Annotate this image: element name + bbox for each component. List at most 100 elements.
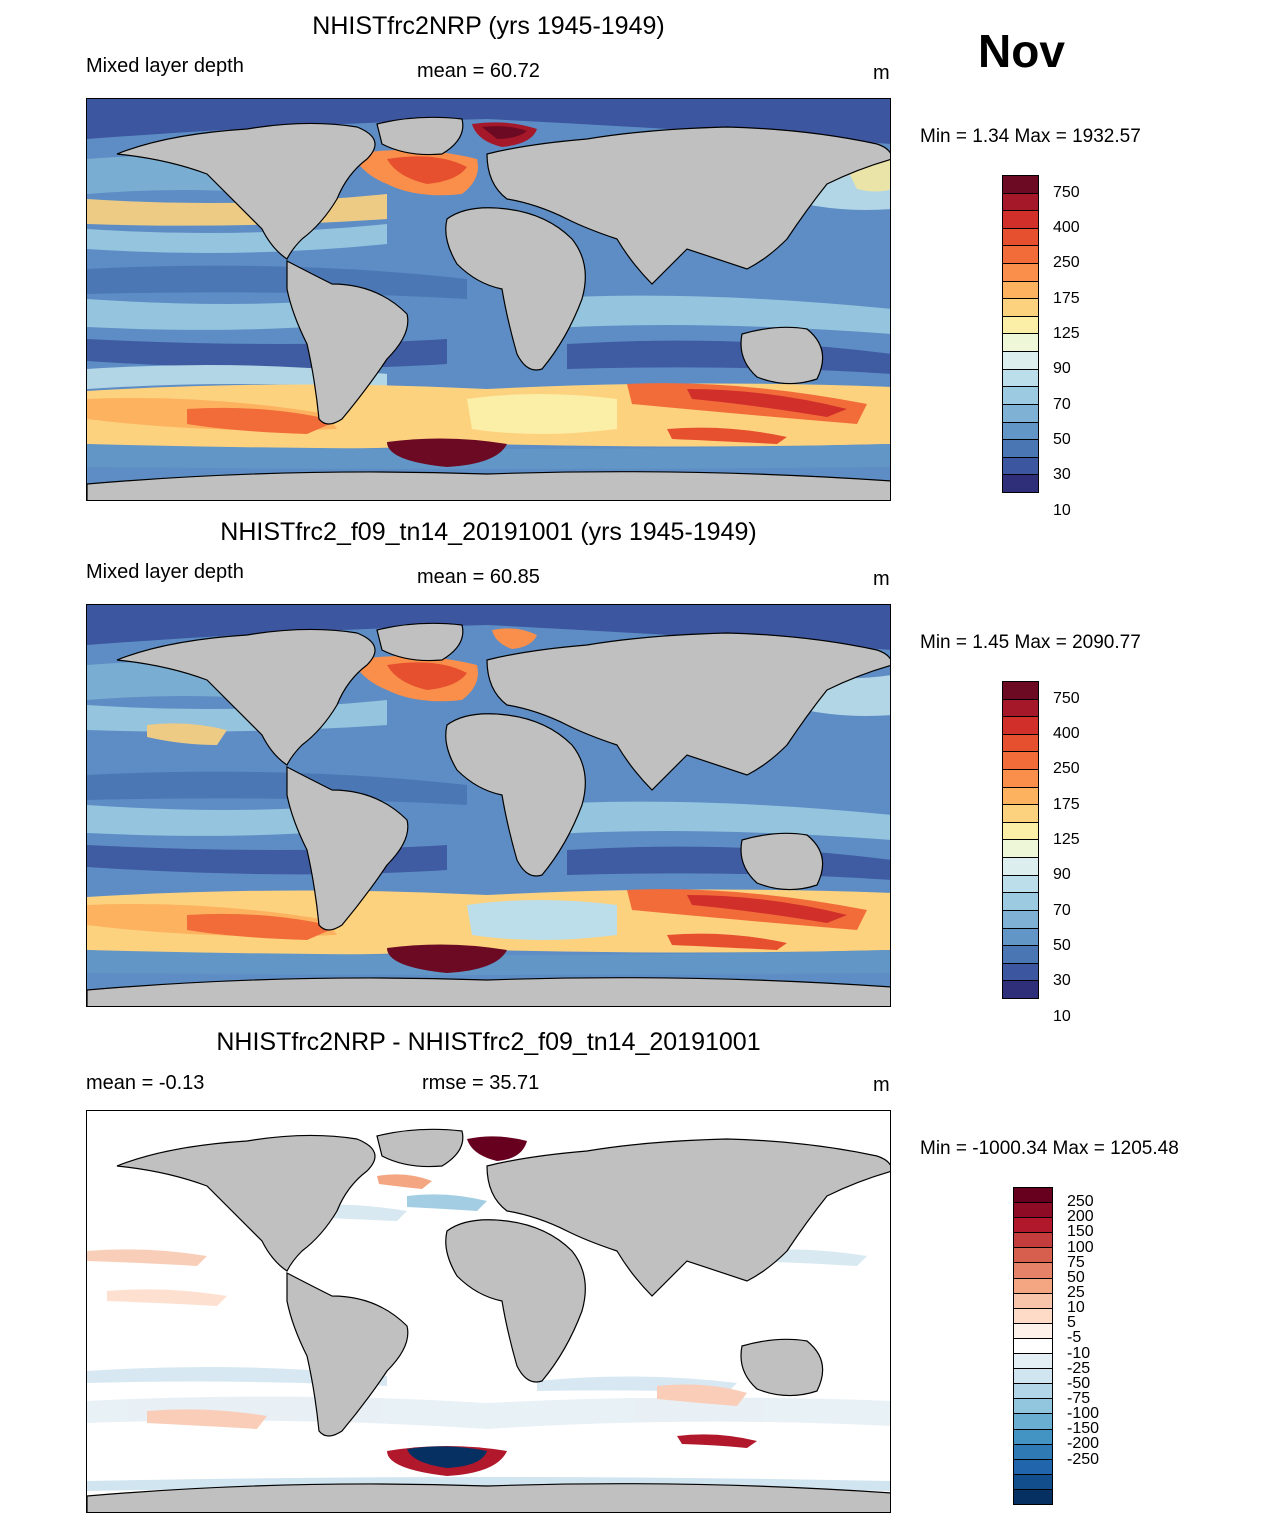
colorbar-label: 125 [1053, 325, 1080, 342]
colorbar-label: 90 [1053, 866, 1071, 884]
colorbar-swatch [1014, 1203, 1052, 1219]
colorbar-label: 50 [1053, 431, 1071, 448]
colorbar-label: -250 [1067, 1450, 1100, 1468]
panel1-units: m [873, 62, 890, 84]
colorbar-swatch [1014, 1263, 1052, 1279]
panel2-units: m [873, 568, 890, 590]
colorbar-label: 400 [1053, 725, 1080, 742]
panel3-minmax: Min = -1000.34 Max = 1205.48 [920, 1138, 1179, 1159]
panel2-map [86, 604, 891, 1007]
colorbar-label: 10 [1067, 1299, 1085, 1317]
colorbar-swatch [1014, 1218, 1052, 1234]
colorbar-label: 750 [1053, 689, 1080, 707]
colorbar-swatch [1003, 211, 1038, 229]
colorbar-label: 10 [1053, 1007, 1071, 1025]
colorbar-label: 70 [1053, 901, 1071, 919]
panel3-rmse-label: rmse = 35.71 [422, 1072, 540, 1094]
colorbar-swatch [1003, 264, 1038, 282]
panel1-colorbar [1002, 175, 1039, 493]
colorbar-swatch [1003, 682, 1038, 700]
colorbar-label: 175 [1053, 289, 1080, 307]
colorbar-label: -100 [1067, 1405, 1100, 1423]
colorbar-swatch [1014, 1459, 1052, 1475]
panel3-map [86, 1110, 891, 1513]
colorbar-swatch [1003, 176, 1038, 194]
colorbar-swatch [1014, 1293, 1052, 1309]
colorbar-swatch [1014, 1338, 1052, 1355]
colorbar-swatch [1003, 752, 1038, 771]
colorbar-swatch [1003, 281, 1038, 300]
colorbar-label: 30 [1053, 466, 1071, 484]
colorbar-swatch [1014, 1354, 1052, 1370]
colorbar-label: 400 [1053, 219, 1080, 236]
colorbar-swatch [1003, 981, 1038, 998]
panel2-title: NHISTfrc2_f09_tn14_20191001 (yrs 1945-19… [220, 518, 757, 546]
colorbar-swatch [1003, 822, 1038, 841]
colorbar-label: 5 [1067, 1314, 1076, 1332]
colorbar-swatch [1003, 193, 1038, 212]
panel3-title: NHISTfrc2NRP - NHISTfrc2_f09_tn14_201910… [216, 1028, 761, 1056]
colorbar-label: -50 [1067, 1374, 1091, 1392]
panel1-mean-label: mean = 60.72 [417, 60, 540, 82]
panel2-mean-label: mean = 60.85 [417, 566, 540, 588]
colorbar-label: 90 [1053, 360, 1071, 378]
panel3-units: m [873, 1074, 890, 1096]
colorbar-swatch [1003, 369, 1038, 388]
colorbar-swatch [1003, 770, 1038, 788]
colorbar-label: -10 [1067, 1344, 1091, 1362]
colorbar-label: -5 [1067, 1329, 1082, 1347]
colorbar-swatch [1014, 1399, 1052, 1415]
colorbar-swatch [1003, 946, 1038, 964]
colorbar-swatch [1003, 422, 1038, 441]
colorbar-swatch [1014, 1429, 1052, 1445]
colorbar-swatch [1003, 734, 1038, 753]
colorbar-label: 250 [1067, 1193, 1094, 1211]
colorbar-swatch [1014, 1278, 1052, 1294]
colorbar-swatch [1014, 1444, 1052, 1460]
colorbar-swatch [1003, 228, 1038, 247]
colorbar-label: 250 [1053, 760, 1080, 778]
colorbar-swatch [1014, 1474, 1052, 1490]
panel3-mean-label: mean = -0.13 [86, 1072, 205, 1094]
colorbar-swatch [1003, 440, 1038, 458]
colorbar-swatch [1003, 404, 1038, 423]
panel1-variable-label: Mixed layer depth [86, 55, 244, 77]
panel2-variable-label: Mixed layer depth [86, 561, 244, 583]
colorbar-label: 50 [1067, 1268, 1085, 1286]
colorbar-swatch [1003, 910, 1038, 929]
colorbar-swatch [1003, 928, 1038, 947]
colorbar-label: -75 [1067, 1390, 1091, 1407]
colorbar-swatch [1014, 1369, 1052, 1385]
panel1-map [86, 98, 891, 501]
colorbar-swatch [1014, 1489, 1052, 1504]
colorbar-swatch [1003, 334, 1038, 353]
colorbar-label: 70 [1053, 395, 1071, 413]
colorbar-swatch [1003, 840, 1038, 859]
colorbar-label: 75 [1067, 1253, 1085, 1271]
colorbar-swatch [1014, 1414, 1052, 1430]
month-label: Nov [978, 25, 1065, 77]
colorbar-label: 100 [1067, 1238, 1094, 1256]
panel1-minmax: Min = 1.34 Max = 1932.57 [920, 126, 1141, 147]
colorbar-swatch [1014, 1188, 1052, 1204]
colorbar-swatch [1003, 805, 1038, 823]
colorbar-swatch [1003, 858, 1038, 876]
colorbar-label: 25 [1067, 1284, 1085, 1301]
colorbar-swatch [1003, 246, 1038, 265]
colorbar-swatch [1003, 316, 1038, 335]
colorbar-swatch [1014, 1233, 1052, 1249]
colorbar-swatch [1003, 299, 1038, 317]
colorbar-label: 30 [1053, 972, 1071, 990]
colorbar-swatch [1003, 475, 1038, 492]
colorbar-label: 10 [1053, 501, 1071, 519]
panel3-colorbar [1013, 1187, 1053, 1505]
colorbar-swatch [1003, 717, 1038, 735]
colorbar-swatch [1014, 1323, 1052, 1339]
colorbar-label: 250 [1053, 254, 1080, 272]
colorbar-label: -200 [1067, 1435, 1100, 1453]
colorbar-swatch [1003, 457, 1038, 476]
colorbar-label: 125 [1053, 831, 1080, 848]
colorbar-swatch [1014, 1308, 1052, 1324]
colorbar-swatch [1003, 699, 1038, 718]
colorbar-swatch [1003, 787, 1038, 806]
